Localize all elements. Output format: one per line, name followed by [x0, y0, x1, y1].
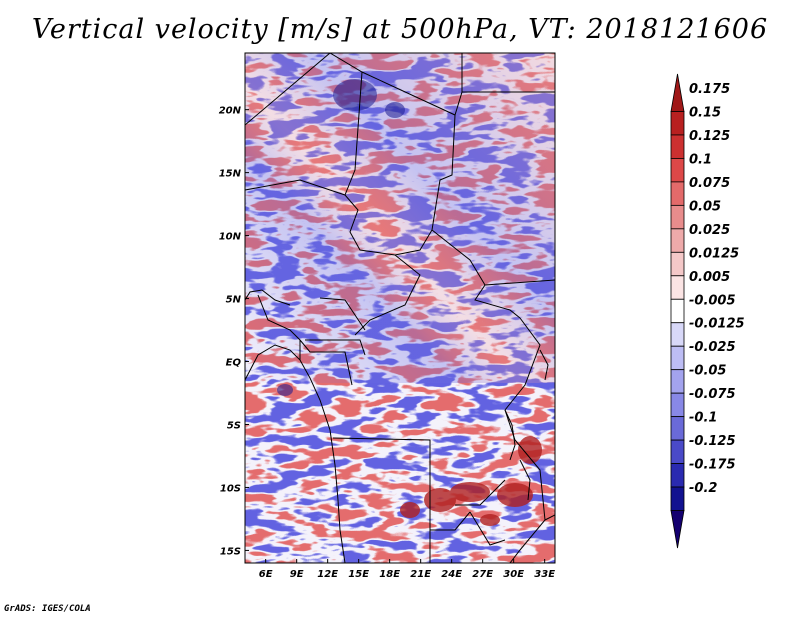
field-diagonal-bands [245, 53, 555, 383]
colorbar-label: 0.025 [689, 223, 730, 238]
colorbar-label: -0.005 [689, 293, 736, 308]
lat-tick-label: 10N [219, 232, 242, 243]
latitude-axis: 20N 15N 10N 5N EQ 5S 10S 15S [219, 106, 249, 557]
lon-tick-label: 12E [317, 569, 338, 580]
colorbar-label: -0.025 [689, 340, 736, 355]
colorbar-swatch [670, 439, 685, 464]
map-panel [244, 52, 556, 564]
lon-tick-label: 15E [348, 569, 369, 580]
coastline [245, 289, 346, 563]
colorbar-swatch [670, 134, 685, 159]
longitude-axis: 6E 9E 12E 15E 18E 21E 24E 27E 30E 33E [259, 559, 555, 580]
colorbar-swatch [670, 158, 685, 183]
colorbar-swatch [670, 181, 685, 206]
lat-tick-label: 15S [220, 546, 241, 557]
lat-tick-label: 5S [227, 420, 241, 431]
colorbar-swatch [670, 416, 685, 441]
lat-tick-label: 10S [220, 483, 241, 494]
colorbar-swatch [670, 322, 685, 347]
colorbar-top-arrow [670, 73, 685, 112]
colorbar-label: 0.075 [689, 176, 730, 191]
colorbar: 0.175 0.15 0.125 0.1 0.075 0.05 0.025 0.0125 0.0… [670, 73, 745, 549]
colorbar-swatch [670, 345, 685, 371]
colorbar-swatch [670, 251, 685, 277]
country-borders [245, 53, 555, 563]
colorbar-swatch [670, 463, 685, 488]
colorbar-label: 0.1 [689, 152, 712, 167]
map-frame [244, 52, 556, 564]
lat-tick-label: 15N [219, 169, 242, 180]
colorbar-swatch [670, 486, 685, 511]
lat-tick-label: EQ [226, 358, 242, 369]
colorbar-swatch [670, 228, 685, 253]
colorbar-label: 0.05 [689, 199, 721, 214]
colorbar-label: -0.125 [689, 434, 736, 449]
colorbar-label: -0.1 [689, 411, 717, 426]
colorbar-swatch [670, 111, 685, 136]
lon-tick-label: 18E [379, 569, 400, 580]
chart-title: Vertical velocity [m/s] at 500hPa, VT: 2… [31, 14, 769, 45]
colorbar-label: -0.2 [689, 481, 717, 496]
colorbar-label: 0.175 [689, 82, 730, 97]
lon-tick-label: 21E [410, 569, 431, 580]
lon-tick-label: 27E [472, 569, 493, 580]
lat-tick-label: 20N [219, 106, 242, 117]
colorbar-swatch [670, 369, 685, 394]
lon-tick-label: 30E [503, 569, 524, 580]
colorbar-label: 0.15 [689, 106, 721, 121]
lon-tick-label: 9E [290, 569, 304, 580]
lat-tick-label: 5N [226, 295, 242, 306]
colorbar-label: -0.0125 [689, 317, 745, 332]
lon-tick-label: 33E [534, 569, 555, 580]
colorbar-swatch [670, 204, 685, 230]
downdraft-spots [277, 79, 405, 396]
lon-tick-label: 24E [441, 569, 462, 580]
colorbar-label: 0.125 [689, 129, 730, 144]
lon-tick-label: 6E [259, 569, 273, 580]
colorbar-swatch [670, 275, 685, 300]
colorbar-swatch [670, 298, 685, 324]
lakes [504, 349, 549, 501]
colorbar-label: 0.005 [689, 270, 730, 285]
grads-credit: GrADS: IGES/COLA [4, 604, 91, 614]
colorbar-label: -0.175 [689, 458, 736, 473]
colorbar-label: -0.075 [689, 387, 736, 402]
colorbar-label: 0.0125 [689, 246, 739, 261]
colorbar-swatch [670, 392, 685, 418]
colorbar-label: -0.05 [689, 364, 726, 379]
colorbar-bottom-arrow [670, 510, 685, 549]
updraft-clusters [400, 436, 542, 526]
